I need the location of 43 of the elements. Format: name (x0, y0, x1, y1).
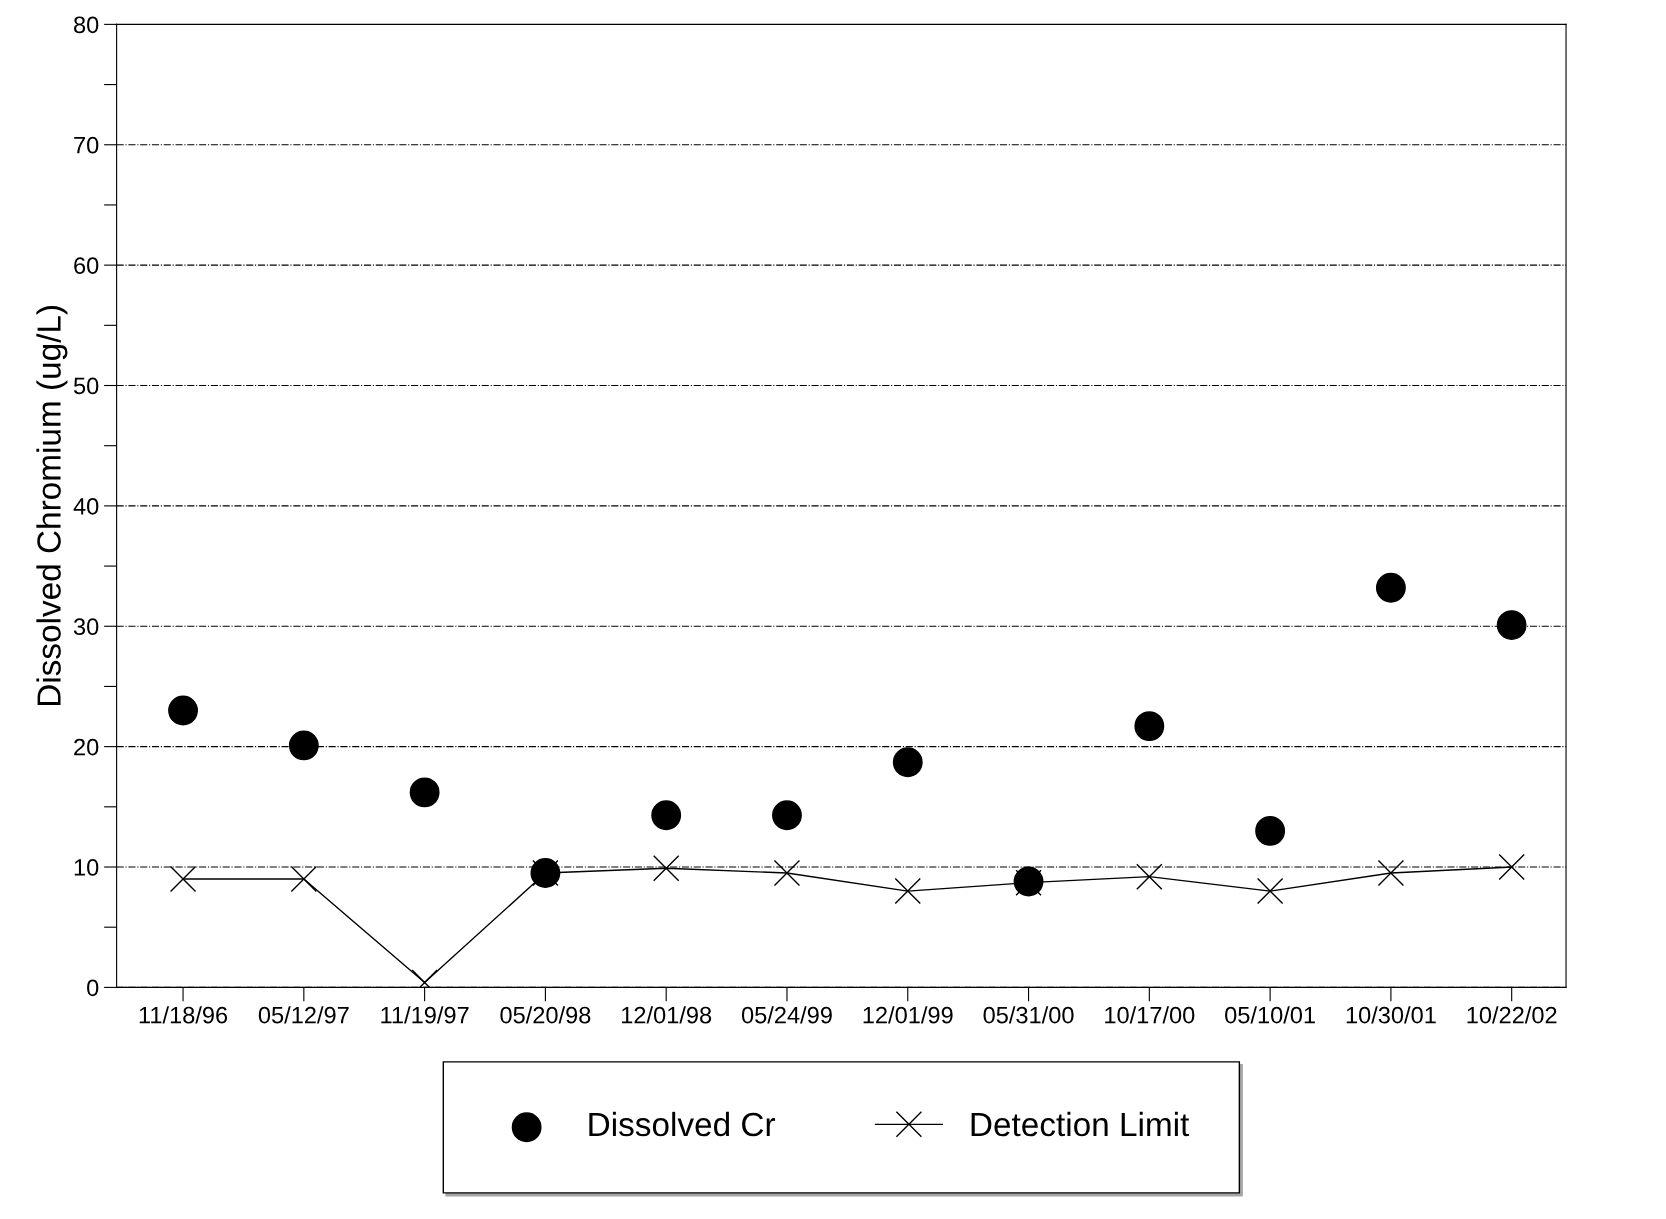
x-tick-label: 10/22/02 (1467, 1006, 1557, 1024)
point (1134, 711, 1165, 742)
point (1496, 610, 1527, 640)
y-axis-title: Dissolved Chromium (ug/L) (36, 306, 68, 706)
x-tick-label: 12/01/99 (863, 1006, 953, 1024)
point (773, 859, 801, 887)
point (892, 747, 923, 778)
y-tick-label: 40 (73, 497, 99, 515)
y-tick-label: 20 (74, 738, 99, 756)
y-tick-label: 50 (73, 377, 99, 395)
point (1255, 815, 1286, 846)
point (1256, 877, 1284, 905)
legend-label: Dissolved Cr (589, 1111, 776, 1137)
x-tick-label: 05/20/98 (500, 1006, 591, 1024)
x-tick-label: 05/24/99 (741, 1006, 832, 1024)
point (1136, 863, 1163, 890)
point (1498, 853, 1525, 881)
point (772, 800, 802, 831)
point (894, 877, 921, 905)
y-tick-label: 80 (74, 16, 99, 34)
x-tick-label: 12/01/98 (622, 1006, 712, 1024)
x-tick-label: 05/31/00 (983, 1006, 1074, 1024)
legend-label: Detection Limit (971, 1111, 1190, 1137)
x-tick-label: 05/12/97 (258, 1006, 349, 1024)
x-tick-label: 10/17/00 (1105, 1006, 1195, 1024)
point (288, 730, 319, 761)
x-tick-label: 11/18/96 (139, 1006, 228, 1024)
y-tick-label: 70 (74, 136, 99, 154)
y-tick-label: 30 (73, 618, 99, 636)
y-tick-label: 60 (74, 257, 99, 274)
x-tick-label: 11/19/97 (381, 1006, 469, 1024)
point (1375, 572, 1406, 603)
point (652, 855, 680, 882)
point (290, 865, 318, 893)
x-tick-label: 10/30/01 (1346, 1006, 1436, 1024)
y-tick-label: 0 (87, 979, 99, 997)
point (169, 865, 197, 893)
point (1377, 859, 1405, 887)
point (168, 695, 198, 726)
y-tick-label: 10 (74, 859, 99, 876)
point (409, 777, 440, 808)
point (651, 800, 682, 831)
x-tick-label: 05/10/01 (1225, 1006, 1315, 1024)
